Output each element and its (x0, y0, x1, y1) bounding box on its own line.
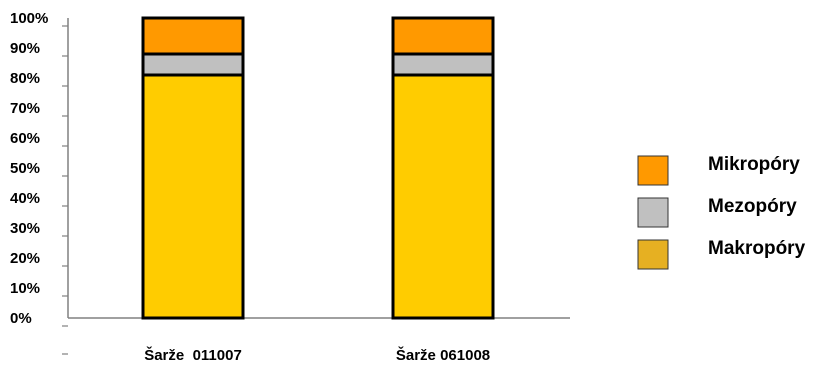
legend-swatch-mikropóry (637, 155, 669, 186)
y-tick-label: 0% (10, 310, 32, 327)
legend-label: Makropóry (708, 238, 806, 259)
y-tick-label: 50% (10, 160, 40, 177)
bar-segment-makropóry (391, 73, 495, 320)
category-label: Šarže 061008 (396, 346, 490, 364)
legend: Mikropóry Mezopóry Makropóry (637, 154, 806, 270)
y-tick-label: 20% (10, 250, 40, 267)
y-tick-label: 90% (10, 40, 40, 57)
legend-swatch-mezopóry (637, 197, 669, 228)
y-tick-label: 60% (10, 130, 40, 147)
bar-segment-makropóry (141, 73, 245, 320)
y-tick-label: 100% (10, 10, 48, 27)
bar-segment-mezopóry (141, 52, 245, 77)
legend-label: Mikropóry (708, 154, 800, 175)
category-labels: Šarže 011007 Šarže 061008 (144, 346, 490, 364)
bar-segment-mezopóry (391, 52, 495, 77)
category-label: Šarže 011007 (144, 346, 242, 364)
legend-swatch-makropóry (637, 239, 669, 270)
y-tick-label: 10% (10, 280, 40, 297)
bar-segment-mikropóry (391, 16, 495, 56)
y-tick-label: 40% (10, 190, 40, 207)
bars (141, 16, 495, 320)
bar-segment-mikropóry (141, 16, 245, 56)
y-tick-label: 80% (10, 70, 40, 87)
legend-label: Mezopóry (708, 196, 797, 217)
y-tick-labels: 0% 10% 20% 30% 40% 50% 60% 70% 80% 90% 100% (10, 10, 68, 355)
y-tick-label: 70% (10, 100, 40, 117)
y-tick-label: 30% (10, 220, 40, 237)
